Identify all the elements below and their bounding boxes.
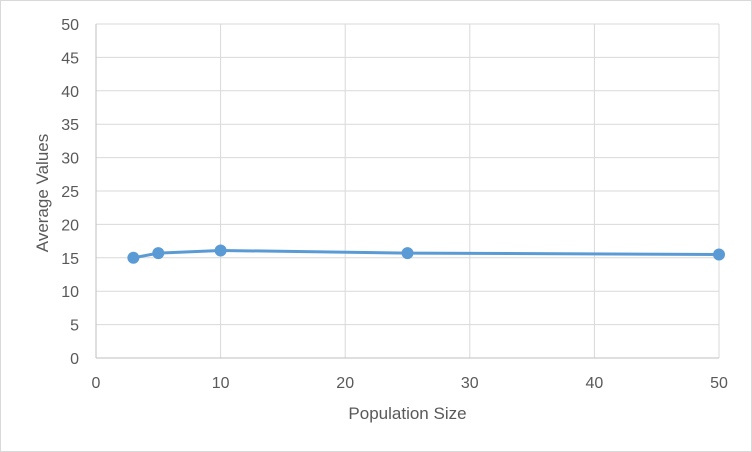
x-tick-label: 40 [586,375,604,392]
y-tick-label: 15 [61,251,79,268]
data-point [713,248,725,261]
tick-labels: 0 5 10 15 20 25 30 35 40 45 50 0 10 20 30 40 50 [61,17,728,392]
grid-lines [96,23,720,358]
y-tick-label: 20 [61,217,79,234]
y-tick-label: 5 [70,318,79,335]
x-tick-label: 10 [212,375,230,392]
data-series [127,244,725,264]
y-tick-label: 35 [61,117,79,134]
data-point [152,247,165,260]
x-tick-label: 30 [461,375,479,392]
axes [95,24,719,359]
x-axis-title: Population Size [348,404,466,423]
y-tick-label: 25 [61,184,79,201]
data-point [401,247,414,260]
x-tick-label: 20 [336,375,354,392]
y-tick-label: 0 [70,351,79,368]
y-tick-label: 50 [61,17,79,34]
x-tick-label: 0 [92,375,101,392]
data-point [127,251,140,264]
data-point [214,244,227,257]
y-tick-label: 40 [61,84,79,101]
x-tick-label: 50 [710,375,728,392]
y-tick-label: 10 [61,284,79,301]
y-tick-label: 30 [61,151,79,168]
y-tick-label: 45 [61,50,79,67]
y-axis-title: Average Values [33,134,52,252]
